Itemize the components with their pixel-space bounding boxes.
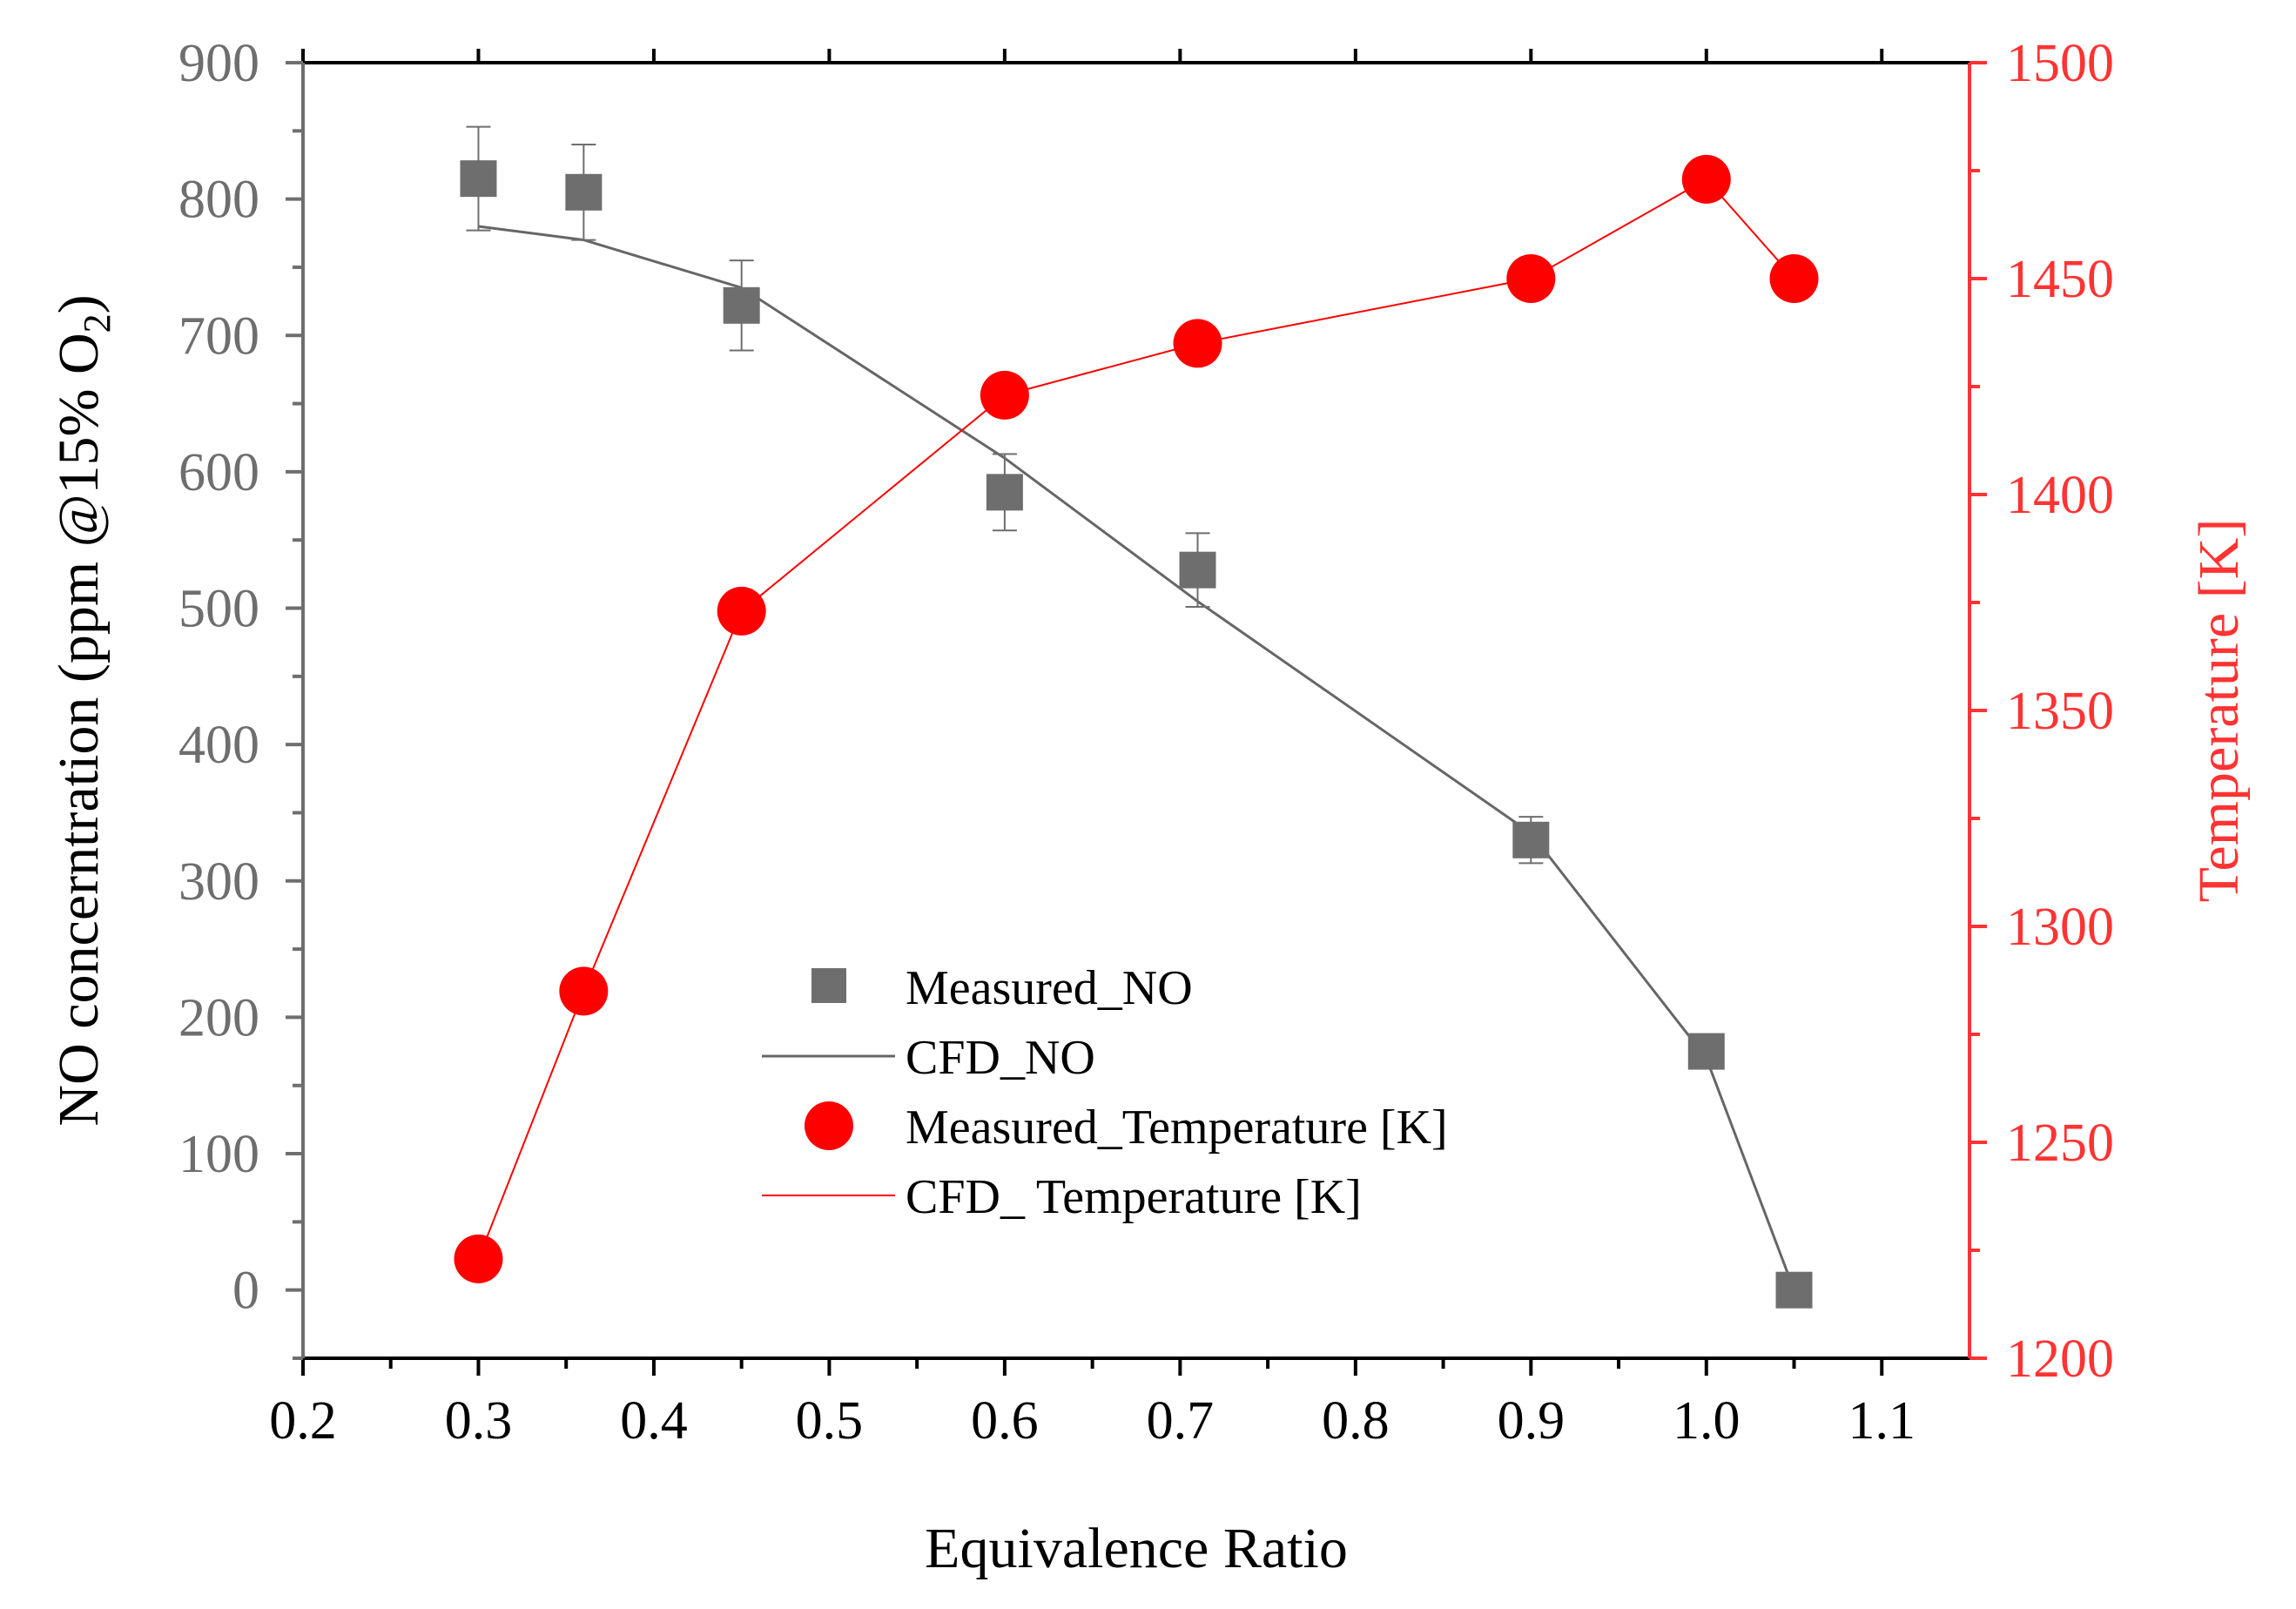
y-left-axis-title-close: ) [47,294,111,313]
point-measured-temperature [1769,254,1819,303]
y-left-axis-title: NO concerntration (ppm @15% O2) [47,294,118,1126]
legend-label-measured-temperature: Measured_Temperature [K] [906,1101,1448,1155]
x-tick-label: 0.4 [620,1391,688,1451]
point-measured-temperature [454,1234,503,1283]
point-measured-no [1179,551,1216,589]
y-right-tick-label: 1400 [2006,466,2114,525]
series-layer [454,125,1819,1309]
point-measured-no [1687,1033,1725,1070]
y-right-tick-label: 1300 [2006,898,2114,957]
x-tick-label: 0.5 [796,1391,864,1451]
x-tick-label: 1.0 [1673,1391,1741,1451]
legend-label-cfd-no: CFD_NO [906,1031,1095,1085]
y-left-tick-label: 100 [178,1125,259,1184]
y-right-tick-label: 1500 [2006,34,2114,93]
y-left-axis-title-subscript: 2 [76,313,118,333]
legend-marker-measured-no [811,968,846,1003]
x-axis-title: Equivalence Ratio [925,1517,1348,1580]
y-right-tick-label: 1200 [2006,1330,2114,1389]
point-measured-no [1775,1271,1813,1309]
x-ticks: 0.2 0.3 0.4 0.5 0.6 0.7 0.8 0.9 1.0 1.1 [269,49,1916,1451]
y-left-tick-label: 0 [232,1262,259,1321]
x-tick-label: 0.9 [1498,1391,1565,1451]
legend-label-measured-no: Measured_NO [906,961,1193,1015]
x-tick-label: 1.1 [1848,1391,1916,1451]
legend-label-cfd-temperature: CFD_ Temperature [K] [906,1170,1362,1224]
y-left-axis-title-main: NO concerntration (ppm @15% O [47,333,111,1126]
y-left-ticks: 0 100 200 300 400 500 600 700 800 900 [178,34,303,1360]
y-right-tick-label: 1450 [2006,250,2114,309]
series-line-cfd-no [478,225,1795,1291]
y-right-ticks: 1200 1250 1300 1350 1400 1450 1500 [1969,34,2114,1389]
y-left-tick-label: 700 [178,306,259,366]
y-left-tick-label: 600 [178,443,259,502]
point-measured-temperature [717,586,766,636]
point-measured-no [460,160,497,198]
y-left-tick-label: 200 [178,988,259,1047]
y-right-tick-label: 1250 [2006,1114,2114,1173]
point-measured-temperature [980,370,1029,420]
point-measured-temperature [1506,254,1556,303]
x-tick-label: 0.8 [1322,1391,1390,1451]
series-line-cfd-temperature [477,178,1795,1260]
x-tick-label: 0.3 [445,1391,513,1451]
y-left-tick-label: 500 [178,580,259,639]
point-measured-no [1512,821,1550,858]
legend: Measured_NO CFD_NO Measured_Temperature … [762,961,1448,1224]
point-measured-no [565,173,603,211]
x-tick-label: 0.6 [971,1391,1039,1451]
point-measured-temperature [1173,319,1222,368]
y-right-tick-label: 1350 [2006,682,2114,741]
legend-marker-measured-temperature [805,1101,853,1150]
point-measured-temperature [559,966,609,1016]
y-left-tick-label: 400 [178,716,259,775]
y-left-tick-label: 900 [178,34,259,93]
y-left-tick-label: 300 [178,852,259,912]
point-measured-temperature [1681,154,1731,204]
x-tick-label: 0.7 [1147,1391,1215,1451]
point-measured-no [723,286,760,324]
x-tick-label: 0.2 [269,1391,337,1451]
point-measured-no [986,474,1023,511]
y-left-tick-label: 800 [178,171,259,230]
y-right-axis-title: Temperature [K] [2187,519,2251,903]
